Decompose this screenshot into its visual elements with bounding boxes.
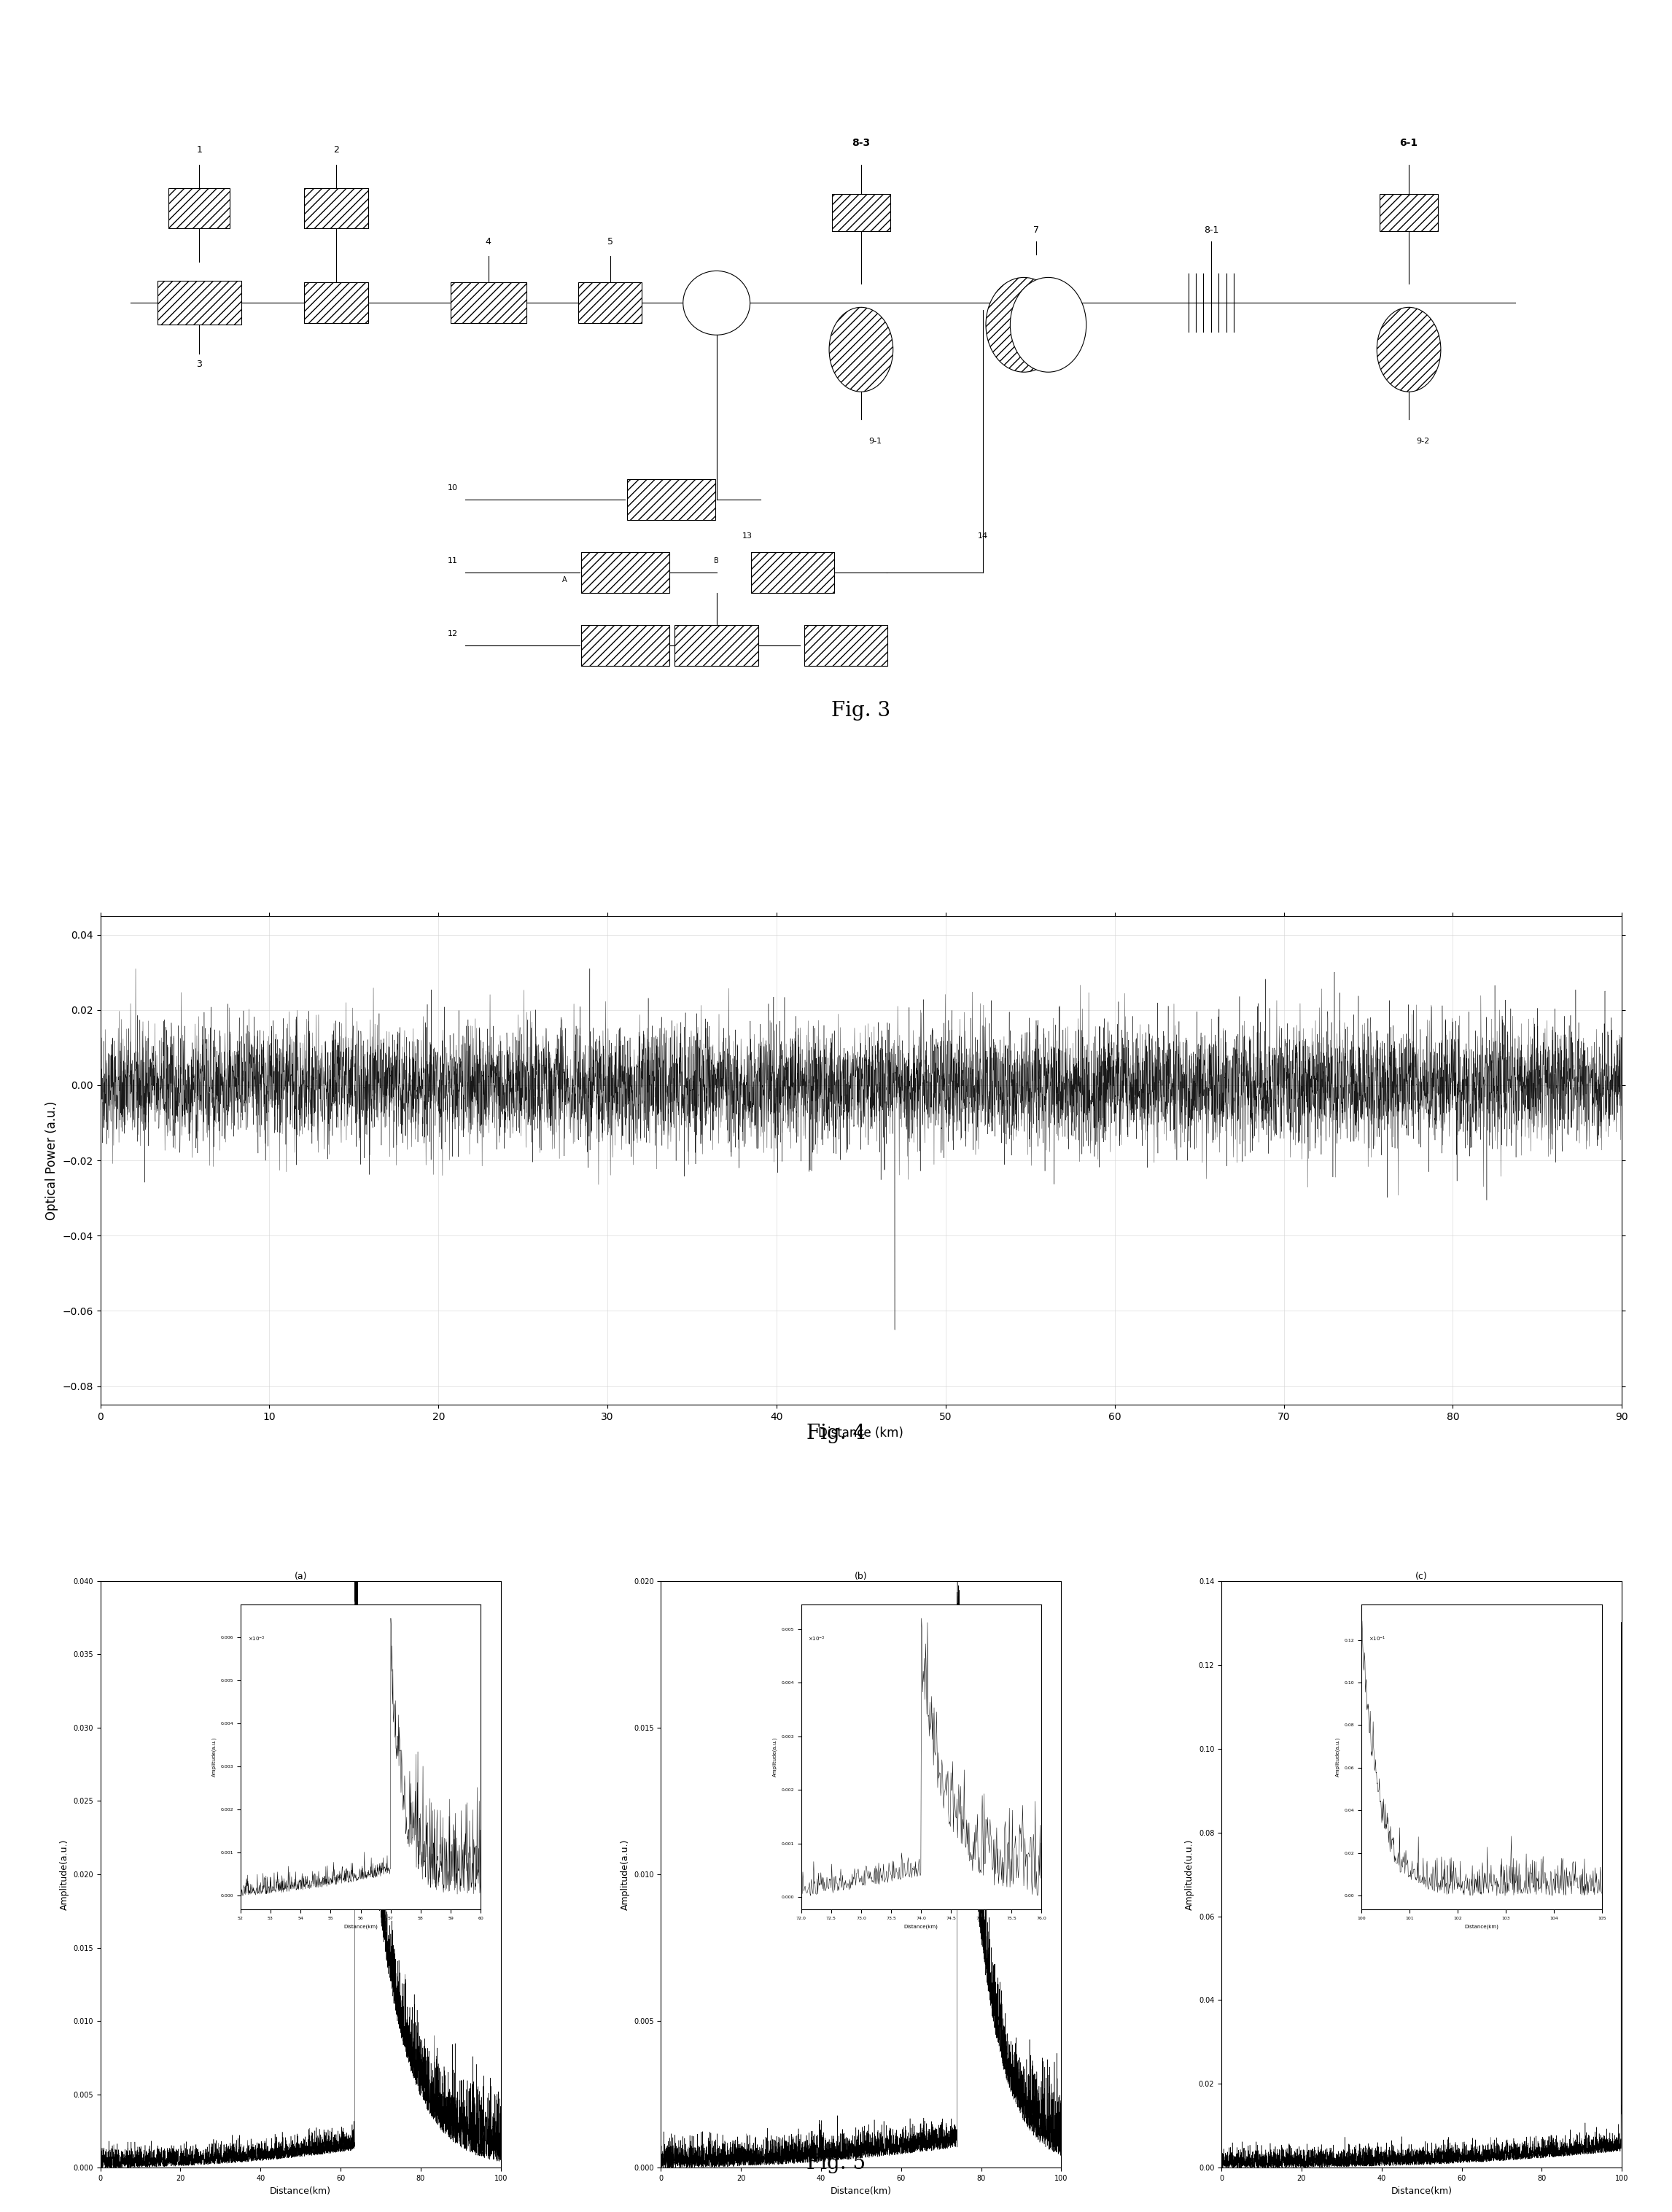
Text: B: B xyxy=(714,557,719,564)
Text: 7: 7 xyxy=(1033,226,1038,234)
Text: A: A xyxy=(562,575,567,584)
Text: 6-1: 6-1 xyxy=(1399,137,1418,148)
Bar xyxy=(304,188,368,228)
X-axis label: Distance (km): Distance (km) xyxy=(819,1427,903,1440)
Title: (b): (b) xyxy=(854,1571,868,1582)
Text: Fig. 3: Fig. 3 xyxy=(831,701,891,721)
Ellipse shape xyxy=(1010,276,1087,372)
Text: 9-1: 9-1 xyxy=(869,438,881,445)
Text: 8-3: 8-3 xyxy=(853,137,869,148)
Y-axis label: Amplitude(u.u.): Amplitude(u.u.) xyxy=(1185,1838,1194,1909)
Title: (a): (a) xyxy=(294,1571,308,1582)
Bar xyxy=(157,281,241,325)
Bar xyxy=(1379,195,1438,232)
Text: Fig. 5: Fig. 5 xyxy=(806,2154,866,2172)
Bar xyxy=(450,283,527,323)
Bar xyxy=(833,195,890,232)
Text: 2: 2 xyxy=(333,146,339,155)
Bar xyxy=(169,188,229,228)
Bar xyxy=(304,283,368,323)
Y-axis label: Amplitude(a.u.): Amplitude(a.u.) xyxy=(60,1838,69,1909)
X-axis label: Distance(km): Distance(km) xyxy=(1391,2185,1453,2197)
Text: 4: 4 xyxy=(485,237,492,246)
Bar xyxy=(582,553,669,593)
Bar xyxy=(627,480,716,520)
Y-axis label: Amplitude(a.u.): Amplitude(a.u.) xyxy=(620,1838,630,1909)
Y-axis label: Optical Power (a.u.): Optical Power (a.u.) xyxy=(45,1102,59,1221)
Text: 3: 3 xyxy=(196,358,202,369)
Text: 13: 13 xyxy=(742,533,752,540)
Bar xyxy=(675,624,759,666)
Bar xyxy=(582,624,669,666)
Bar xyxy=(751,553,834,593)
Text: 8-1: 8-1 xyxy=(1204,226,1219,234)
Circle shape xyxy=(684,270,751,334)
Ellipse shape xyxy=(829,307,893,392)
Text: 1: 1 xyxy=(196,146,202,155)
Text: 12: 12 xyxy=(448,630,458,637)
Text: 10: 10 xyxy=(448,484,458,491)
Ellipse shape xyxy=(1376,307,1441,392)
Text: 14: 14 xyxy=(978,533,988,540)
X-axis label: Distance(km): Distance(km) xyxy=(831,2185,891,2197)
Text: 5: 5 xyxy=(607,237,614,246)
Bar xyxy=(804,624,888,666)
Text: Fig. 4: Fig. 4 xyxy=(806,1425,866,1442)
Text: 11: 11 xyxy=(448,557,458,564)
Text: 9-2: 9-2 xyxy=(1416,438,1430,445)
Bar xyxy=(579,283,642,323)
Title: (c): (c) xyxy=(1416,1571,1428,1582)
Ellipse shape xyxy=(986,276,1062,372)
X-axis label: Distance(km): Distance(km) xyxy=(269,2185,331,2197)
